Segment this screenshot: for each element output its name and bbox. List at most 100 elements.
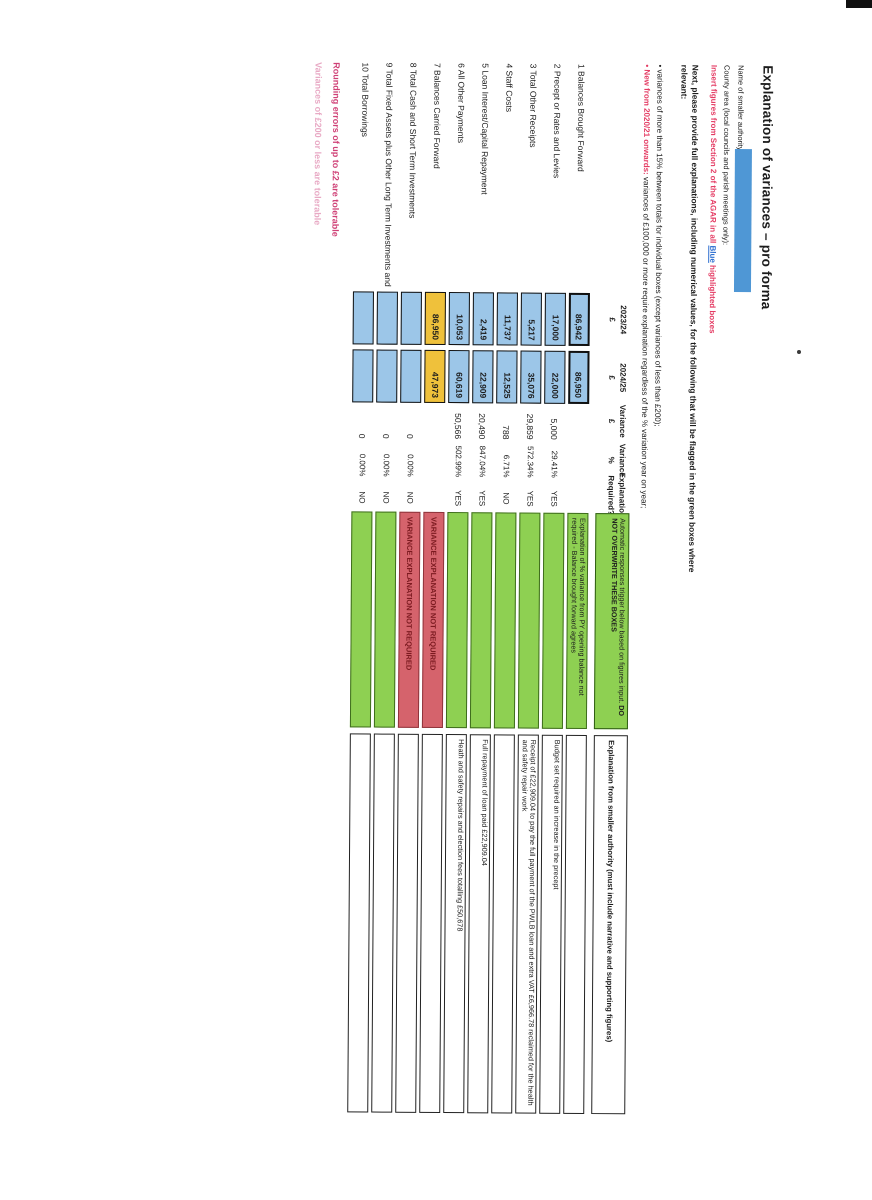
cell-explanation[interactable]: Heath and safety repairs and election fe… <box>443 734 467 1114</box>
cell-variance: 0 <box>404 434 415 439</box>
cell-2024-25[interactable]: 22,000 <box>544 350 566 404</box>
cell-auto-response <box>541 512 565 729</box>
col-header-2024-25: 2024/25 £ <box>606 351 628 404</box>
cell-explanation[interactable] <box>419 733 443 1114</box>
row-label: 9 Total Fixed Assets plus Other Long Ter… <box>382 62 395 287</box>
cell-variance-pct: 0.00% <box>405 454 415 477</box>
col-header-2023-24-unit: £ <box>608 317 618 322</box>
cell-variance: 20,490 <box>476 413 488 440</box>
row-label: 6 All Other Payments <box>455 63 467 144</box>
cell-auto-response: VARIANCE EXPLANATION NOT REQUIRED <box>397 511 421 728</box>
cell-explanation-required: YES <box>477 490 487 507</box>
insert-post: highlighted boxes <box>707 262 718 334</box>
cell-explanation[interactable] <box>395 733 419 1113</box>
cell-2024-25[interactable]: 60,619 <box>448 350 470 404</box>
col-header-variance-unit: £ <box>607 418 617 424</box>
cell-explanation-required: YES <box>453 490 463 507</box>
cell-2024-25[interactable] <box>352 349 374 403</box>
county-area-label: County area (local councils and parish m… <box>721 64 732 246</box>
cell-auto-response: VARIANCE EXPLANATION NOT REQUIRED <box>421 511 445 729</box>
row-label: 3 Total Other Receipts <box>527 63 539 148</box>
cell-auto-response <box>373 511 397 728</box>
row-label: 10 Total Borrowings <box>360 62 371 137</box>
cell-variance: 0 <box>356 433 367 439</box>
cell-explanation[interactable]: Full repayment of loan paid £22,909.04 <box>467 734 491 1114</box>
explanation-column-header: Explanation from smaller authority (must… <box>591 735 628 1115</box>
cell-auto-response <box>493 512 517 729</box>
col-header-2024-25-year: 2024/25 <box>618 363 628 393</box>
insert-figures-instruction: Insert figures from Section 2 of the AGA… <box>708 65 719 334</box>
cell-2024-25[interactable]: 22,909 <box>472 350 494 404</box>
row-label: 7 Balances Carried Forward <box>431 62 443 169</box>
col-header-variance-pound: Variance £ <box>606 398 628 444</box>
cell-2023-24[interactable] <box>376 291 398 345</box>
cell-2023-24[interactable] <box>352 291 374 345</box>
cell-2023-24[interactable]: 5,217 <box>520 292 542 346</box>
col-header-2023-24-year: 2023/24 <box>618 305 628 335</box>
cell-explanation-required: NO <box>357 491 367 504</box>
auto-response-header: Automatic responses trigger below based … <box>593 513 630 730</box>
cell-explanation[interactable]: Receipt of £22,909.04 to pay the full pa… <box>515 734 539 1114</box>
cell-2023-24[interactable]: 10,053 <box>448 292 470 346</box>
cell-explanation[interactable] <box>347 733 371 1113</box>
cell-variance-pct: 0.00% <box>381 453 391 477</box>
cell-auto-response <box>469 512 493 729</box>
row-label: 4 Staff Costs <box>504 63 515 113</box>
cell-auto-response <box>349 511 373 728</box>
cell-variance: 0 <box>380 433 391 439</box>
blue-word: Blue <box>708 245 718 263</box>
cell-auto-response: Explanation of % variance from PY openin… <box>565 512 589 730</box>
cell-explanation-required: NO <box>405 491 415 504</box>
authority-name-label: Name of smaller authority: <box>735 65 746 153</box>
cell-auto-response <box>517 512 541 729</box>
cell-variance-pct: 0.00% <box>357 453 367 477</box>
scan-artifact-dot <box>797 350 801 354</box>
authority-name-input[interactable] <box>733 149 752 293</box>
cell-2024-25[interactable] <box>376 349 398 403</box>
col-header-2024-25-unit: £ <box>607 375 617 380</box>
row-label: 1 Balances Brought Forward <box>575 63 587 172</box>
cell-2024-25[interactable]: 35,076 <box>520 350 542 404</box>
cell-variance-pct: 6.71% <box>501 454 511 478</box>
cell-2023-24[interactable] <box>400 291 422 345</box>
cell-variance: 50,566 <box>452 413 464 440</box>
cell-variance: 5,000 <box>548 418 560 440</box>
cell-2024-25[interactable]: 47,973 <box>424 349 446 404</box>
cell-explanation[interactable] <box>491 734 515 1114</box>
cell-variance-pct: 847.04% <box>477 445 487 478</box>
cell-explanation-required: YES <box>549 490 559 507</box>
cell-2024-25[interactable]: 86,950 <box>568 350 590 405</box>
footnote-rounding: Rounding errors of up to £2 are tolerabl… <box>330 62 342 237</box>
cell-2024-25[interactable]: 12,525 <box>496 350 518 404</box>
cell-explanation[interactable]: Budget set required an increase in the p… <box>539 734 563 1114</box>
scan-artifact-bar <box>846 0 872 8</box>
bullet-new-rule: • New from 2020/21 onwards: variances of… <box>638 64 653 572</box>
cell-variance: 29,859 <box>524 413 536 440</box>
insert-pre: Insert figures from Section 2 of the AGA… <box>708 64 719 246</box>
cell-variance-pct: 502.99% <box>453 445 463 478</box>
cell-2024-25[interactable] <box>400 349 422 403</box>
cell-2023-24[interactable]: 2,419 <box>472 292 494 346</box>
footnote-variances: Variances of £200 or less are tolerable <box>312 62 324 226</box>
cell-explanation-required: NO <box>381 491 391 504</box>
cell-explanation-required: YES <box>525 490 535 507</box>
cell-2023-24[interactable]: 86,942 <box>568 292 590 347</box>
cell-variance-pct: 29.41% <box>549 450 559 478</box>
cell-2023-24[interactable]: 17,000 <box>544 292 566 346</box>
row-label: 5 Loan Interest/Capital Repayment <box>479 63 491 195</box>
page-title: Explanation of variances – pro forma <box>758 65 776 310</box>
col-header-variance-label: Variance <box>617 404 628 438</box>
bullet-variances-rule: • variances of more than 15% between tot… <box>653 64 665 427</box>
cell-explanation-required: NO <box>501 492 511 505</box>
cell-2023-24[interactable]: 86,950 <box>424 291 446 346</box>
cell-explanation[interactable] <box>563 734 587 1115</box>
bullet-new-rule-highlight: • New from 2020/21 onwards: <box>641 64 652 178</box>
row-label: 2 Precept or Rates and Levies <box>551 63 563 179</box>
cell-auto-response <box>445 512 469 729</box>
cell-explanation[interactable] <box>371 733 395 1113</box>
cell-variance-pct: 572.34% <box>525 445 535 478</box>
col-header-2023-24: 2023/24 £ <box>607 293 628 346</box>
cell-2023-24[interactable]: 11,737 <box>496 292 518 346</box>
